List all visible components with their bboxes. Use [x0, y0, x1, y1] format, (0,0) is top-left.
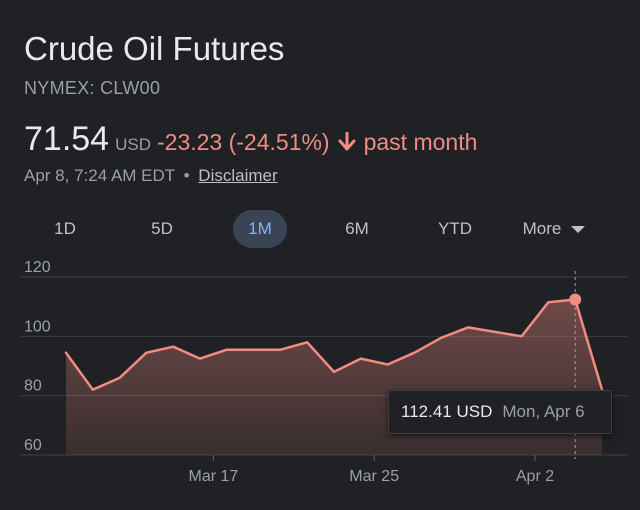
x-tick-label: Apr 2	[516, 468, 554, 485]
time-range-tabs: 1D 5D 1M 6M YTD More	[0, 210, 640, 250]
data-point	[278, 348, 282, 352]
y-tick-label: 60	[24, 437, 42, 454]
data-point	[305, 340, 309, 344]
price-chart[interactable]: 60 80 100 120 Mar 17 Mar 25 Apr 2	[0, 255, 640, 510]
data-point	[520, 334, 524, 338]
data-point	[252, 348, 256, 352]
data-point	[466, 325, 470, 329]
current-price: 71.54	[24, 120, 110, 158]
separator-dot: •	[183, 166, 190, 185]
x-tick-label: Mar 17	[189, 468, 239, 485]
data-point	[412, 351, 416, 355]
quote-timestamp: Apr 8, 7:24 AM EDT	[24, 166, 175, 185]
caret-down-icon	[571, 226, 586, 234]
tooltip-date: Mon, Apr 6	[502, 402, 585, 421]
tab-more[interactable]: More	[508, 210, 600, 248]
tab-more-label: More	[522, 219, 562, 238]
data-point	[118, 376, 122, 380]
data-point	[493, 330, 497, 334]
data-point	[91, 388, 95, 392]
data-point	[386, 363, 390, 367]
data-point	[439, 336, 443, 340]
tab-1m[interactable]: 1M	[233, 210, 287, 248]
data-point	[332, 370, 336, 374]
y-tick-label: 80	[24, 378, 42, 395]
data-point	[359, 357, 363, 361]
data-point	[198, 357, 202, 361]
data-point	[64, 351, 68, 355]
y-tick-label: 100	[24, 318, 51, 335]
price-change: -23.23 (-24.51%)	[157, 129, 330, 155]
data-point	[546, 300, 550, 304]
currency-label: USD	[115, 135, 151, 154]
disclaimer-link[interactable]: Disclaimer	[198, 166, 278, 185]
data-point	[171, 345, 175, 349]
tooltip-value: 112.41 USD	[401, 402, 493, 421]
tab-ytd[interactable]: YTD	[438, 219, 472, 238]
timestamp-row: Apr 8, 7:24 AM EDT • Disclaimer	[24, 166, 278, 186]
quote-row: 71.54 USD -23.23 (-24.51%) past month	[24, 120, 477, 159]
change-period: past month	[363, 129, 478, 155]
tab-1d[interactable]: 1D	[54, 219, 76, 238]
data-point	[144, 351, 148, 355]
ticker-symbol: NYMEX: CLW00	[24, 78, 161, 98]
chart-tooltip: 112.41 USD Mon, Apr 6	[388, 390, 612, 434]
data-point	[225, 348, 229, 352]
x-tick-label: Mar 25	[349, 468, 399, 485]
tab-5d[interactable]: 5D	[151, 219, 173, 238]
page-title: Crude Oil Futures	[24, 30, 285, 67]
highlight-point	[569, 293, 582, 306]
tab-6m[interactable]: 6M	[345, 219, 369, 238]
price-line	[64, 298, 604, 391]
arrow-down-icon	[338, 131, 356, 157]
y-tick-label: 120	[24, 259, 51, 276]
